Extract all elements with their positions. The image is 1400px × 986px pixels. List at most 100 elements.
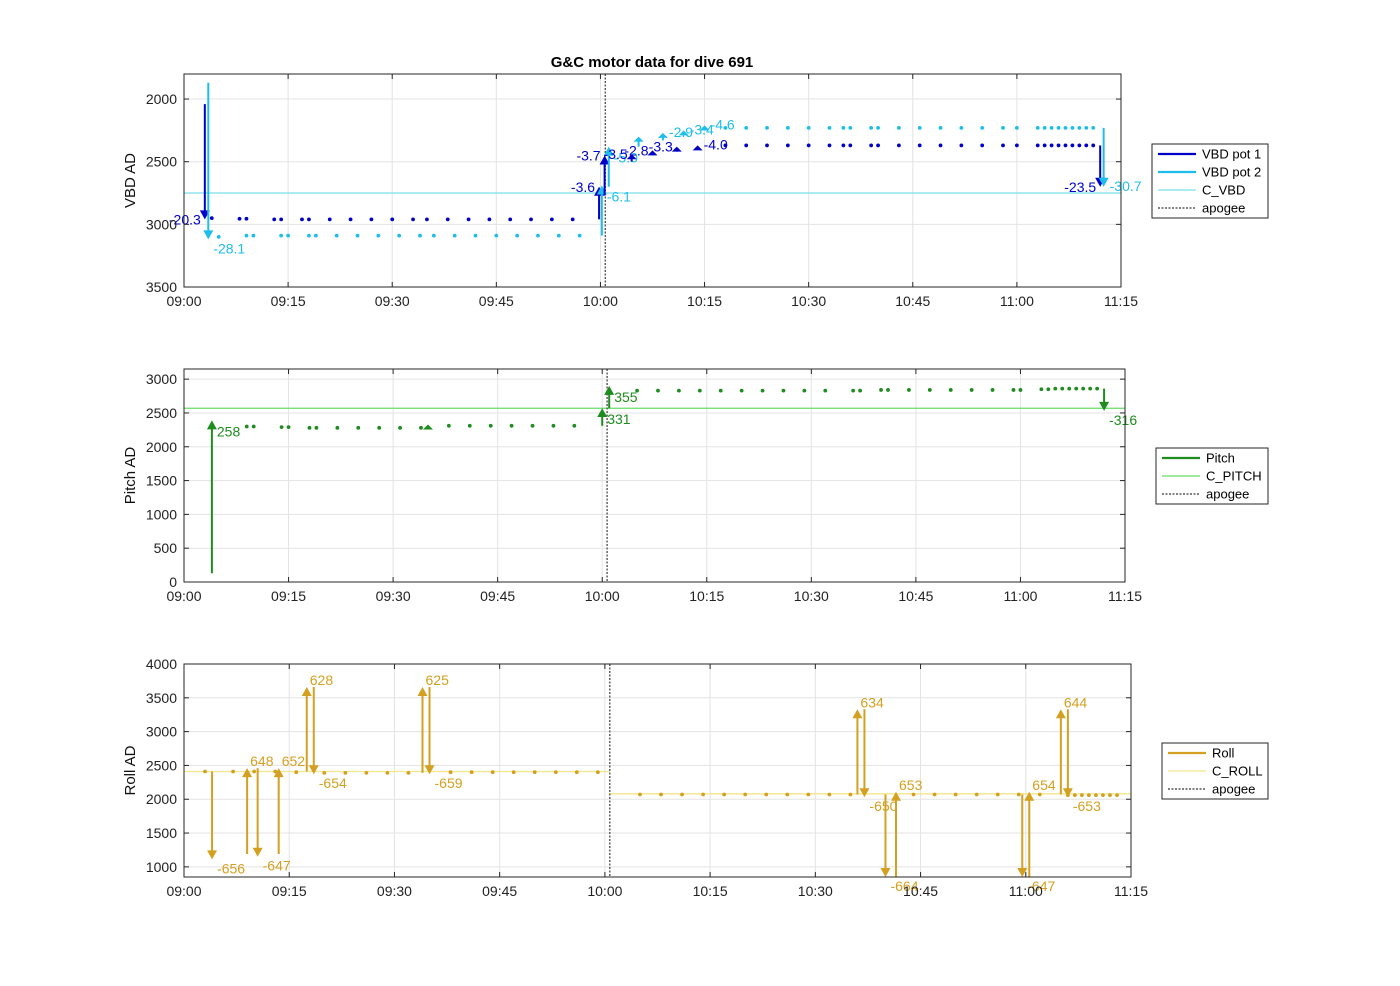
legend-label: Roll — [1212, 746, 1235, 761]
data-point — [385, 770, 390, 775]
x-tick-label: 09:15 — [271, 588, 306, 604]
data-point — [529, 217, 533, 222]
data-point — [1056, 143, 1061, 148]
x-tick-label: 10:15 — [693, 883, 728, 899]
data-point — [494, 233, 499, 238]
data-point — [802, 388, 807, 393]
axis-box — [183, 73, 1122, 288]
data-point — [879, 388, 883, 392]
data-point — [231, 769, 236, 774]
data-point — [244, 233, 249, 238]
data-point — [927, 388, 932, 392]
data-point — [1001, 125, 1005, 130]
y-tick-label: 3000 — [146, 216, 177, 232]
data-point — [781, 388, 786, 393]
data-point — [635, 388, 639, 393]
data-point — [744, 143, 749, 148]
data-point — [659, 792, 663, 797]
y-tick-label: 2000 — [146, 439, 177, 455]
move-arrow-head — [207, 850, 218, 860]
data-point — [1077, 125, 1082, 130]
data-point — [1101, 793, 1105, 798]
y-tick-label: 3000 — [146, 371, 177, 387]
y-tick-label: 1500 — [146, 473, 177, 489]
legend-label: apogee — [1212, 782, 1255, 797]
chart-pitch: 258 331 355 -316 09:00 09:15 09:30 09:45 10:00 10… — [122, 368, 1269, 604]
data-point — [307, 425, 312, 430]
move-label: 628 — [310, 672, 334, 688]
y-tick-label: 1500 — [146, 825, 177, 841]
data-point — [376, 233, 381, 238]
data-point — [452, 233, 457, 238]
move-label: -20.3 — [169, 211, 201, 227]
data-point — [896, 143, 901, 148]
data-point — [327, 217, 332, 222]
move-label: -3.3 — [649, 139, 673, 155]
move-arrow-head — [852, 709, 863, 719]
move-label: -656 — [217, 860, 245, 876]
data-point — [722, 792, 727, 797]
move-label: -659 — [435, 775, 463, 791]
move-label: -4.0 — [704, 136, 728, 152]
move-arrow-head — [242, 768, 253, 778]
move-arrow-head — [604, 385, 615, 395]
data-point — [530, 423, 535, 428]
plot-area — [184, 369, 1125, 582]
data-point — [1077, 143, 1082, 148]
x-tick-label: 10:15 — [687, 293, 722, 309]
data-point — [348, 217, 353, 222]
move-arrow-head — [633, 136, 644, 142]
data-point — [1042, 143, 1047, 148]
data-point — [995, 792, 1000, 797]
data-point — [760, 388, 765, 393]
data-point — [1035, 143, 1040, 148]
y-tick-label: 1000 — [146, 859, 177, 875]
y-axis-label: Pitch AD — [122, 447, 139, 505]
data-point — [1063, 125, 1068, 130]
move-arrow-head — [891, 791, 902, 801]
axis-box — [183, 368, 1126, 583]
move-arrow-head — [417, 686, 428, 696]
move-arrow-head — [597, 408, 608, 418]
data-point — [1049, 143, 1054, 148]
data-point — [487, 217, 492, 222]
y-tick-label: 4000 — [146, 656, 177, 672]
axis-box — [183, 663, 1132, 878]
data-point — [848, 143, 853, 148]
move-arrow-head — [647, 150, 658, 156]
data-point — [1042, 125, 1047, 130]
data-point — [823, 388, 828, 393]
data-point — [488, 423, 493, 428]
data-point — [1039, 387, 1044, 392]
move-label: -664 — [890, 878, 918, 894]
data-point — [556, 233, 561, 238]
data-point — [739, 388, 744, 393]
data-point — [473, 233, 478, 238]
move-arrow-head — [424, 765, 435, 775]
move-arrow-head — [678, 130, 689, 136]
data-point — [969, 388, 974, 392]
data-point — [1072, 793, 1077, 798]
data-point — [551, 423, 556, 428]
data-point — [723, 143, 728, 148]
data-point — [1070, 125, 1075, 130]
move-label: -316 — [1109, 412, 1137, 428]
data-point — [369, 217, 374, 222]
data-point — [1016, 792, 1021, 797]
data-point — [1067, 386, 1072, 391]
move-arrow-head — [1099, 401, 1110, 411]
move-label: 355 — [614, 389, 638, 405]
data-point — [1074, 386, 1079, 391]
data-point — [827, 792, 832, 797]
data-point — [511, 770, 516, 775]
data-point — [574, 770, 579, 775]
x-tick-label: 09:30 — [376, 588, 411, 604]
data-point — [466, 217, 471, 222]
plot-area — [184, 74, 1121, 287]
data-point — [307, 233, 311, 238]
data-point — [572, 423, 577, 428]
move-label: -2.8 — [624, 142, 648, 158]
move-arrow-head — [880, 868, 891, 877]
data-point — [244, 216, 249, 221]
move-label: -6.1 — [607, 189, 631, 205]
